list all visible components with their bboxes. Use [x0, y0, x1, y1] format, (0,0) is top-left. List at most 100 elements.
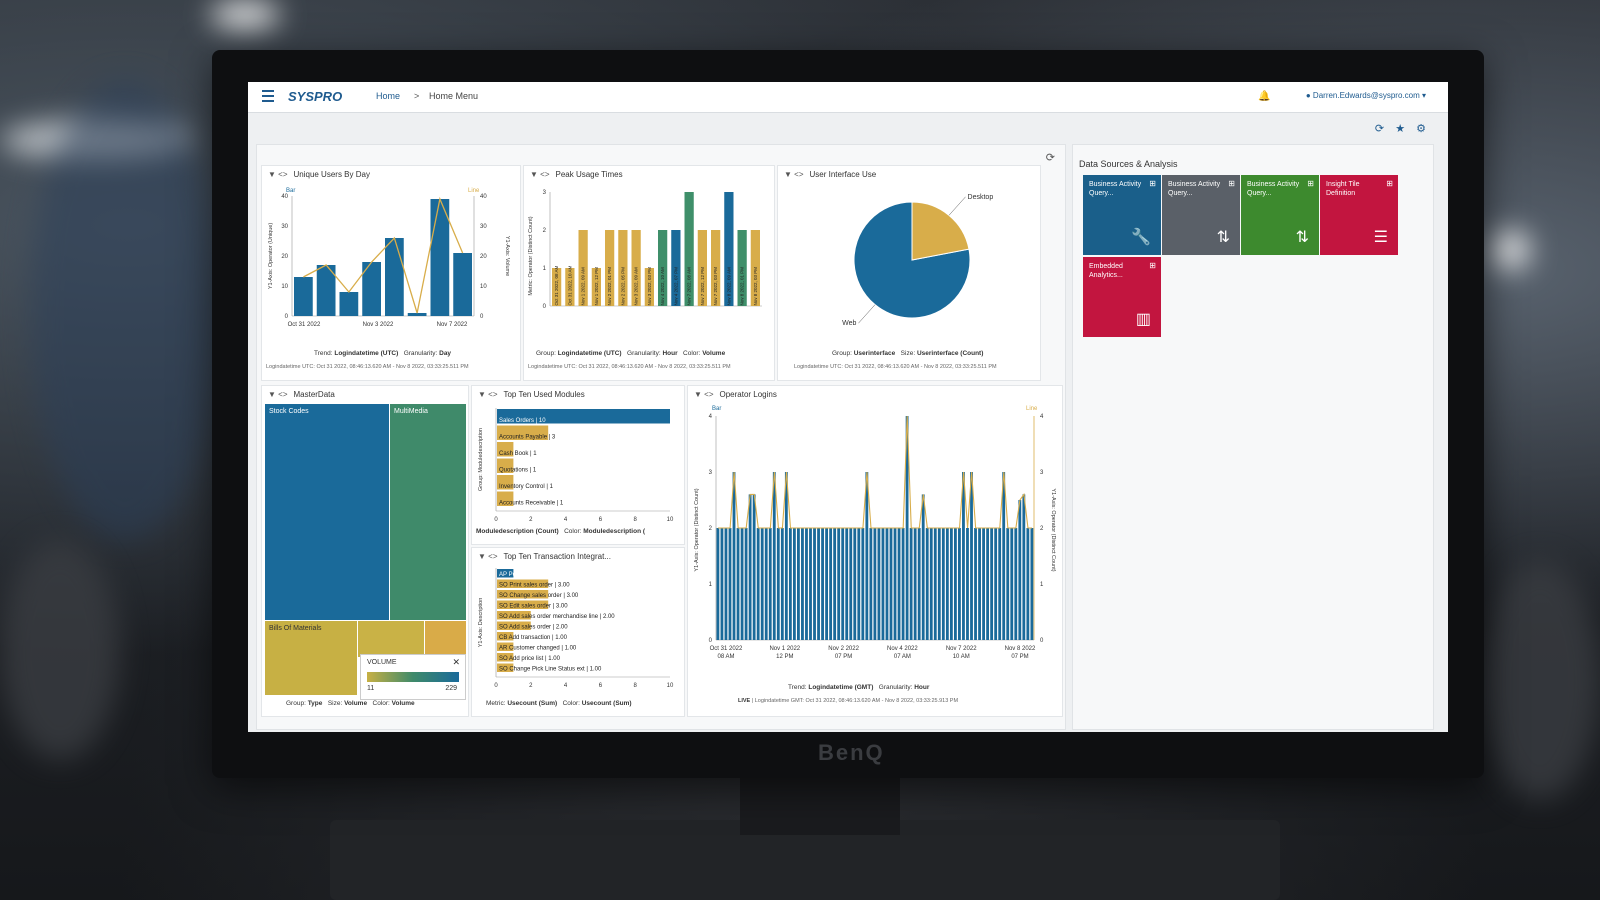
x-tick-label: 6	[599, 517, 603, 523]
x-tick-label: 0	[494, 517, 498, 523]
bar-label: Accounts Receivable | 1	[499, 501, 564, 507]
bar	[937, 528, 941, 640]
star-icon[interactable]: ★	[1395, 123, 1406, 135]
bar	[821, 528, 824, 640]
bar	[362, 262, 381, 316]
legend-min: 11	[367, 685, 375, 692]
data-source-tile[interactable]: Business Activity Query... ⊞ ⇅	[1162, 175, 1240, 255]
y-tick-label: 3	[543, 190, 547, 196]
y-axis-title: Y1-Axis: Volume	[504, 236, 510, 276]
close-icon[interactable]: ✕	[452, 657, 460, 667]
card-title-text: Top Ten Used Modules	[503, 390, 585, 399]
bar	[982, 528, 985, 640]
bar	[998, 528, 1002, 640]
tile-label: Embedded Analytics...	[1089, 263, 1123, 279]
operator-logins-chart: Bar Line 0 0 1 1 2 2 3 3 4 4 Y1-Axis: Operator (Dist…	[694, 406, 1056, 660]
bar	[591, 268, 601, 306]
bar	[1018, 500, 1022, 640]
bar	[813, 528, 816, 640]
bar	[497, 458, 514, 473]
card-unique-users: ▼ <> Unique Users By Day Bar Line 0 0 10 10 20 2…	[261, 165, 521, 381]
filter-icon[interactable]: ▼ <>	[530, 170, 550, 179]
filter-icon[interactable]: ▼ <>	[268, 390, 288, 399]
card-caption: Moduledescription (Count) Color: Moduled…	[476, 528, 646, 535]
filter-icon[interactable]: ▼ <>	[268, 170, 288, 179]
filter-icon[interactable]: ▼ <>	[478, 390, 498, 399]
filter-icon[interactable]: ▼ <>	[784, 170, 804, 179]
treemap-cell-stock-codes[interactable]: Stock Codes	[265, 404, 389, 620]
x-tick-label: Nov 2 2022	[828, 646, 859, 652]
bar	[711, 230, 721, 306]
card-note: Logindatetime UTC: Oct 31 2022, 08:46:13…	[794, 364, 997, 370]
legend-gradient	[367, 672, 459, 682]
pie-leader	[858, 304, 876, 324]
card-title: ▼ <> Top Ten Used Modules	[478, 390, 585, 399]
treemap-cell-bills-of-materials[interactable]: Bills Of Materials	[265, 621, 357, 695]
treemap-cell-multimedia[interactable]: MultiMedia	[390, 404, 466, 620]
bar	[316, 265, 336, 316]
bar	[752, 494, 756, 640]
x-tick-label: 0	[494, 683, 498, 689]
bar	[825, 528, 829, 640]
expand-icon[interactable]: ⊞	[1307, 179, 1314, 188]
card-title: ▼ <> User Interface Use	[784, 170, 876, 179]
breadcrumb-home[interactable]: Home	[376, 91, 401, 101]
bar	[978, 528, 981, 640]
expand-icon[interactable]: ⊞	[1149, 179, 1156, 188]
x-tick-label: 07 PM	[835, 654, 852, 660]
treemap-cell[interactable]	[425, 621, 466, 657]
bell-icon[interactable]: 🔔	[1258, 91, 1271, 102]
treemap-cell[interactable]	[358, 621, 424, 657]
card-caption: Metric: Usecount (Sum) Color: Usecount (…	[486, 700, 632, 707]
filter-icon[interactable]: ▼ <>	[694, 390, 714, 399]
bar	[497, 632, 514, 641]
bar-label: SO Edit sales order | 3.00	[499, 604, 568, 610]
y-tick-label: 3	[709, 470, 713, 476]
menu-icon[interactable]	[262, 90, 274, 102]
bar-label: SO Add sales order | 2.00	[499, 625, 568, 631]
data-source-tile[interactable]: Insight Tile Definition ⊞ ☰	[1320, 175, 1398, 255]
settings-gear-icon[interactable]: ⚙	[1416, 123, 1426, 135]
panel-refresh-icon[interactable]: ⟳	[1045, 152, 1055, 164]
syspro-logo[interactable]: SYSPRO	[288, 89, 343, 104]
expand-icon[interactable]: ⊞	[1228, 179, 1235, 188]
bar-category-label: Oct 31 2022, 10 AM	[567, 265, 572, 305]
y-tick-label: 40	[480, 194, 487, 200]
dashboard-panel: ⟳ ▼ <> Unique Users By Day Bar Line 0 0 10 10 2…	[256, 144, 1066, 730]
bar	[953, 528, 957, 640]
bar	[407, 313, 427, 316]
card-ui-use: ▼ <> User Interface Use Web Desktop Group:…	[777, 165, 1041, 381]
bar-label: SO Change Pick Line Status ext | 1.00	[499, 667, 602, 673]
card-top-modules: ▼ <> Top Ten Used Modules 0 2 4 6 8 10 Group: M…	[471, 385, 685, 545]
expand-icon[interactable]: ⊞	[1386, 179, 1393, 188]
bar	[764, 528, 768, 640]
x-tick-label: Nov 1 2022	[769, 646, 800, 652]
bar-category-label: Oct 31 2022, 08 AM	[554, 265, 559, 305]
bar	[294, 277, 313, 316]
bar	[861, 528, 865, 640]
y-tick-label: 2	[1040, 526, 1044, 532]
x-tick-label: 4	[564, 683, 568, 689]
bar	[750, 230, 760, 306]
pie-slice	[853, 201, 971, 319]
screen: SYSPRO Home > Home Menu 🔔 ● Darren.Edwar…	[248, 82, 1448, 732]
bar-label: Inventory Control | 1	[499, 484, 554, 490]
data-source-tile[interactable]: Embedded Analytics... ⊞ ▥	[1083, 257, 1161, 337]
axis-series-label: Line	[468, 188, 480, 194]
card-note: Logindatetime UTC: Oct 31 2022, 08:46:13…	[528, 364, 731, 370]
expand-icon[interactable]: ⊞	[1149, 261, 1156, 270]
y-axis-title: Y1-Axis: Description	[478, 598, 484, 648]
bar	[837, 528, 841, 640]
bar	[833, 528, 837, 640]
x-tick-label: Nov 3 2022	[363, 322, 394, 328]
y-tick-label: 1	[709, 582, 713, 588]
data-source-tile[interactable]: Business Activity Query... ⊞ ⇅	[1241, 175, 1319, 255]
refresh-icon[interactable]: ⟳	[1374, 123, 1385, 135]
x-tick-label: Nov 7 2022	[946, 646, 977, 652]
bar	[776, 528, 780, 640]
bar	[893, 528, 897, 640]
card-title: ▼ <> Unique Users By Day	[268, 170, 370, 179]
user-menu[interactable]: ● Darren.Edwards@syspro.com ▾	[1305, 91, 1426, 100]
filter-icon[interactable]: ▼ <>	[478, 552, 498, 561]
data-source-tile[interactable]: Business Activity Query... ⊞ 🔧	[1083, 175, 1161, 255]
